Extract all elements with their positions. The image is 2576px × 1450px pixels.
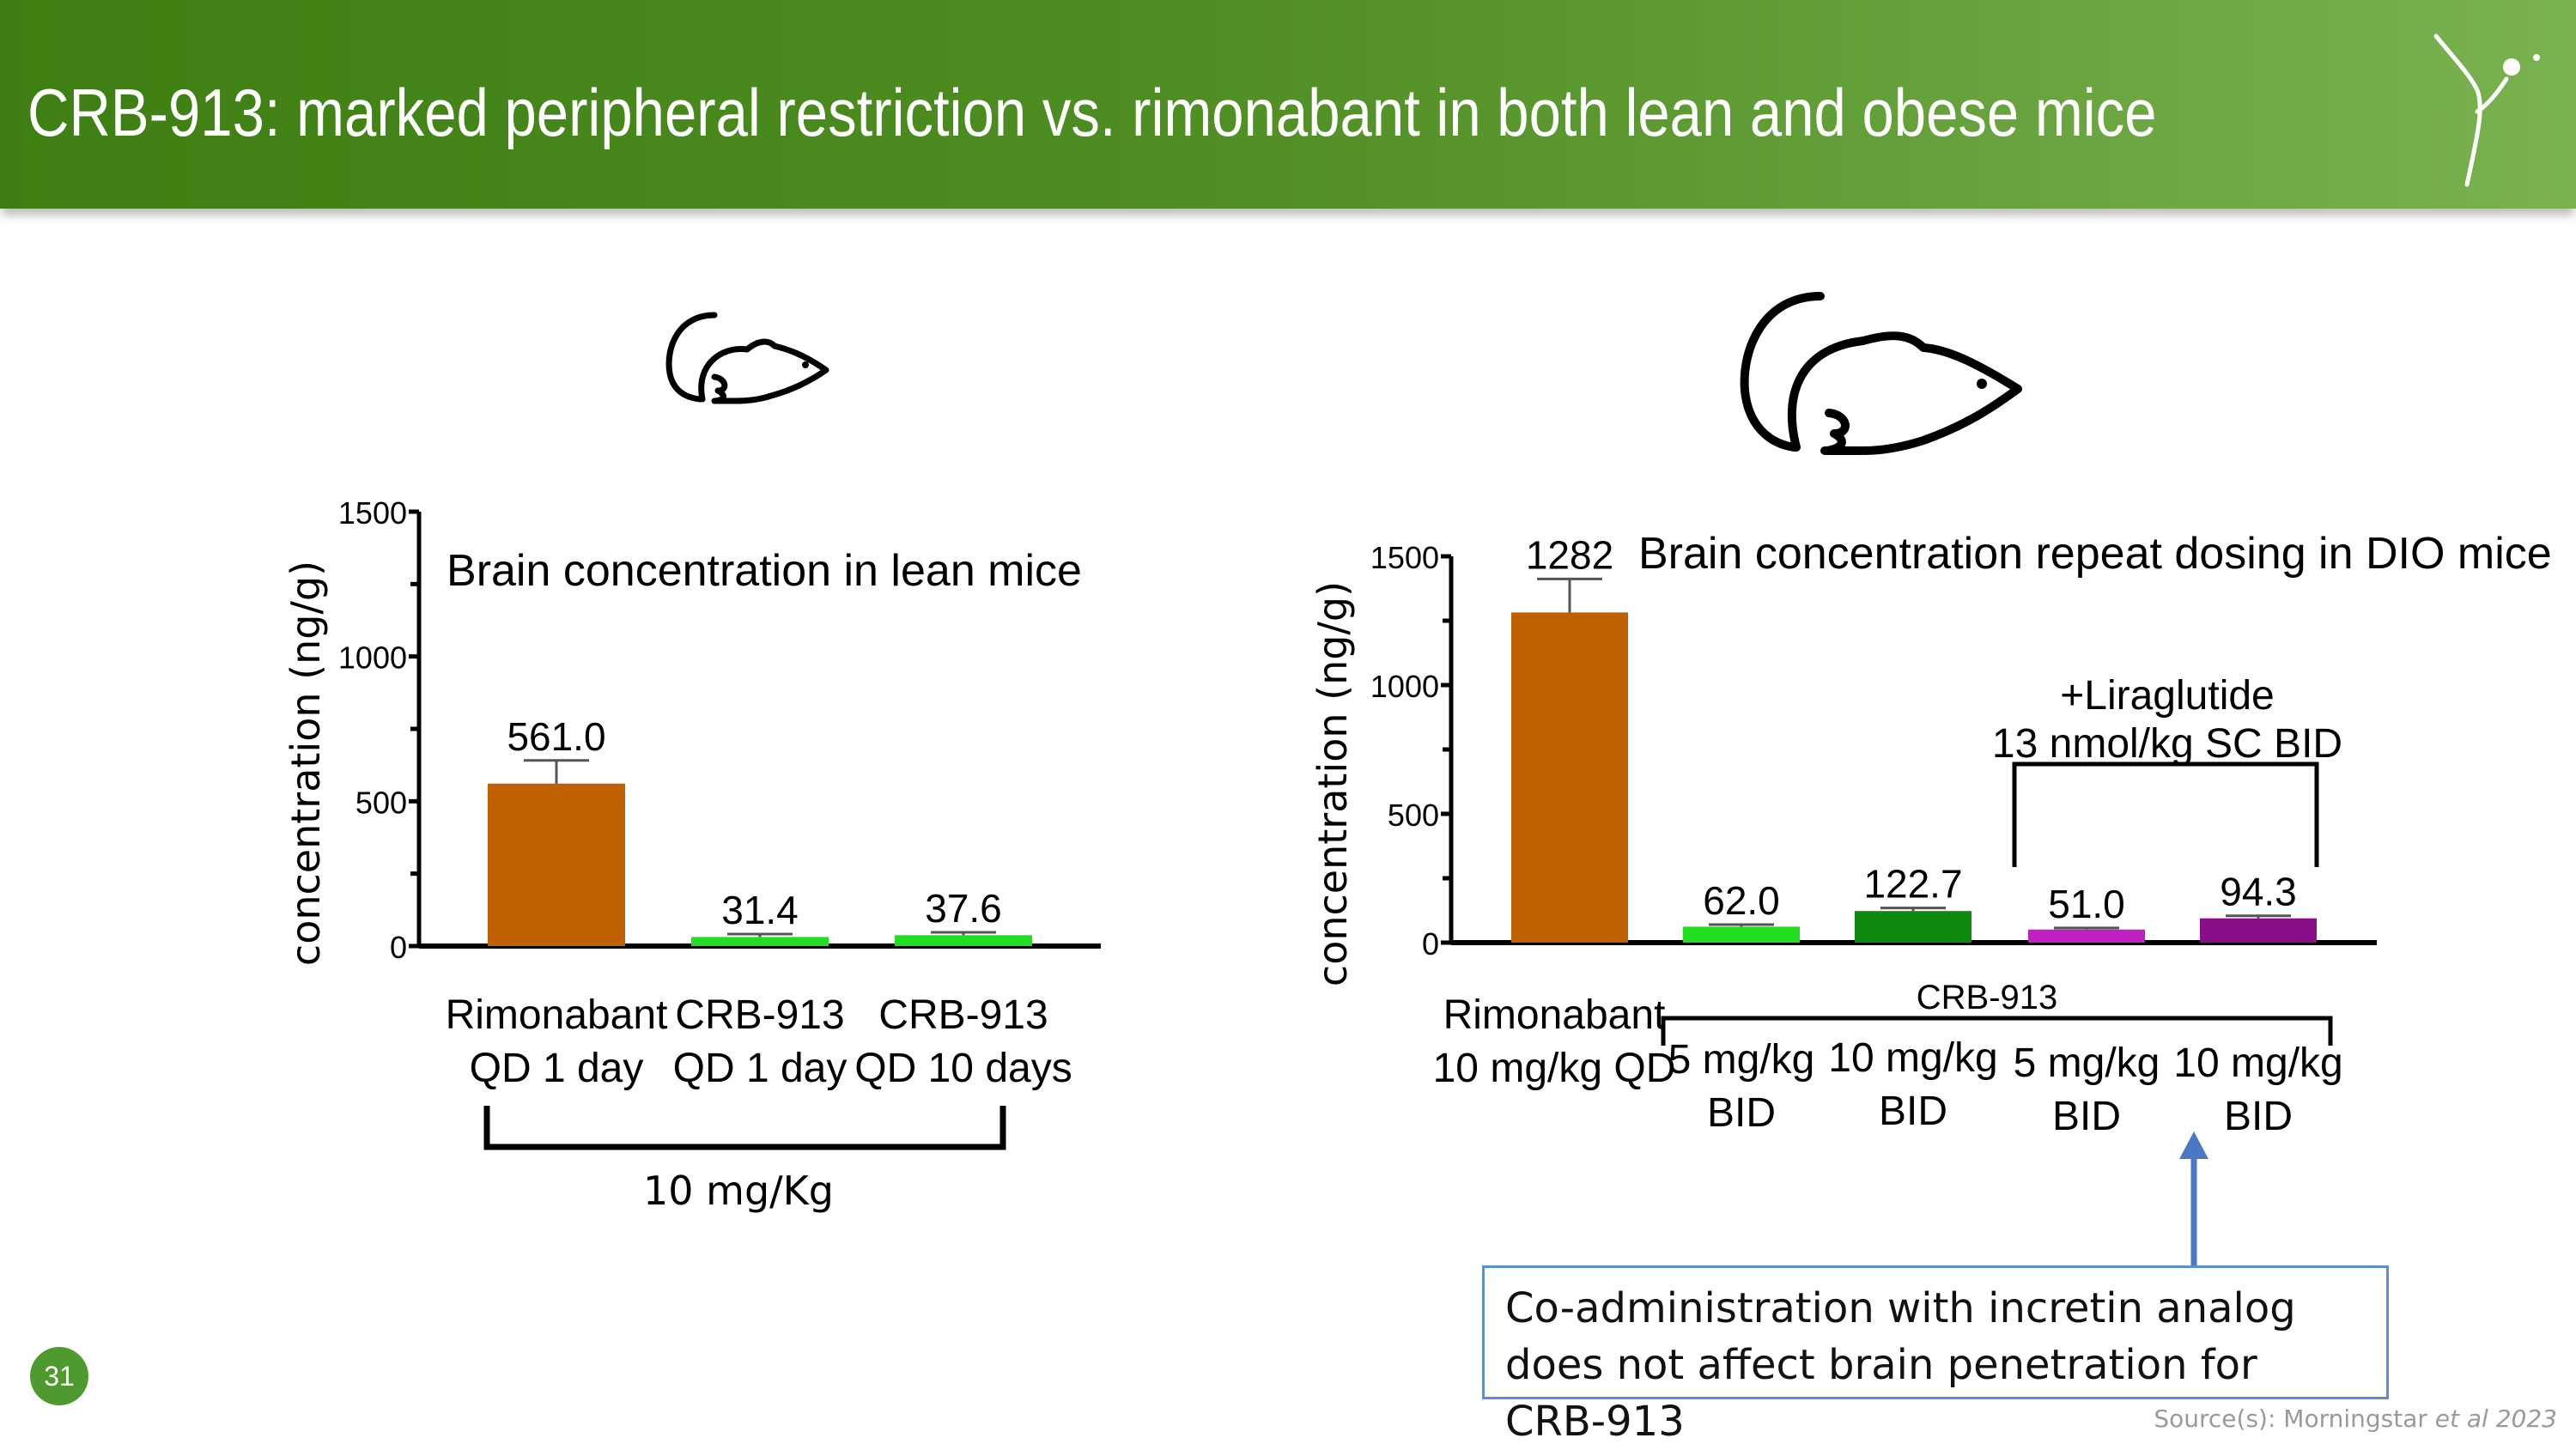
dancing-figure-logo [2433, 33, 2540, 187]
source-italic: et al 2023 [2434, 1404, 2557, 1433]
crb913-group-label: CRB-913 [1917, 979, 2058, 1016]
dose-group-label: 10 mg/Kg [642, 1168, 835, 1214]
data-label: 122.7 [1863, 862, 1962, 907]
bar [2200, 918, 2317, 943]
source-prefix: Source(s): Morningstar [2154, 1404, 2435, 1433]
category-label-line2: QD 10 days [854, 1046, 1072, 1091]
category-label-line1: 10 mg/kg [2173, 1040, 2342, 1086]
dose-group-bracket [483, 1106, 1006, 1150]
category-label-line1: 5 mg/kg [1668, 1037, 1815, 1083]
slide-number: 31 [30, 1347, 88, 1405]
bar [895, 935, 1032, 946]
category-label-line2: BID [1879, 1089, 1947, 1134]
category-label-line1: 5 mg/kg [2014, 1040, 2160, 1086]
bar [1511, 612, 1628, 943]
mouse-icon [665, 312, 829, 404]
data-label: 51.0 [2048, 882, 2125, 926]
category-label-line1: Rimonabant [446, 992, 668, 1038]
category-label-line2: BID [2052, 1094, 2121, 1139]
y-tick-label: 0 [390, 930, 407, 965]
slide-title: CRB-913: marked peripheral restriction v… [27, 75, 2157, 150]
title-banner: CRB-913: marked peripheral restriction v… [0, 0, 2576, 209]
y-axis-label: concentration (ng/g) [1309, 581, 1356, 986]
bar [1855, 911, 1971, 943]
up-arrow-icon [2179, 1131, 2208, 1267]
data-label: 94.3 [2220, 870, 2297, 914]
category-label-line2: QD 1 day [470, 1046, 644, 1091]
category-label-line1: CRB-913 [878, 992, 1048, 1038]
data-label: 62.0 [1703, 878, 1780, 923]
bar [1683, 926, 1800, 943]
data-label: 31.4 [721, 888, 799, 932]
data-label: 561.0 [507, 714, 605, 759]
category-label-line1: CRB-913 [675, 992, 844, 1038]
y-tick-label: 1500 [1370, 540, 1439, 575]
fat-mouse-icon [1740, 292, 2022, 455]
source-citation: Source(s): Morningstar et al 2023 [2154, 1404, 2557, 1433]
category-label-line1: 10 mg/kg [1828, 1035, 1997, 1081]
liraglutide-dose-label: 13 nmol/kg SC BID [1992, 721, 2342, 767]
liraglutide-label: +Liraglutide [2060, 673, 2275, 719]
data-label: 1282 [1526, 532, 1613, 577]
bar [691, 937, 829, 946]
y-tick-label: 0 [1422, 926, 1439, 962]
chart-title: Brain concentration in lean mice [447, 546, 1082, 596]
category-label-line1: Rimonabant [1443, 992, 1666, 1038]
crb913-group-bracket [1661, 1016, 2333, 1046]
y-tick-label: 1000 [338, 640, 407, 676]
bar [2028, 929, 2145, 943]
data-label: 37.6 [925, 886, 1002, 931]
bar [488, 783, 625, 946]
liraglutide-bracket [2012, 761, 2319, 867]
category-label-line2: QD 1 day [673, 1046, 848, 1091]
y-tick-label: 500 [355, 785, 407, 820]
y-axis-label: concentration (ng/g) [283, 561, 329, 966]
chart-title: Brain concentration repeat dosing in DIO… [1638, 529, 2552, 579]
category-label-line2: BID [1707, 1090, 1776, 1136]
y-tick-label: 1500 [338, 495, 407, 531]
category-label-line2: 10 mg/kg QD [1433, 1046, 1676, 1091]
y-tick-label: 500 [1388, 798, 1439, 833]
y-tick-label: 1000 [1370, 669, 1439, 704]
callout-box: Co-administration with incretin analog d… [1482, 1265, 2389, 1446]
category-label-line2: BID [2224, 1094, 2293, 1139]
